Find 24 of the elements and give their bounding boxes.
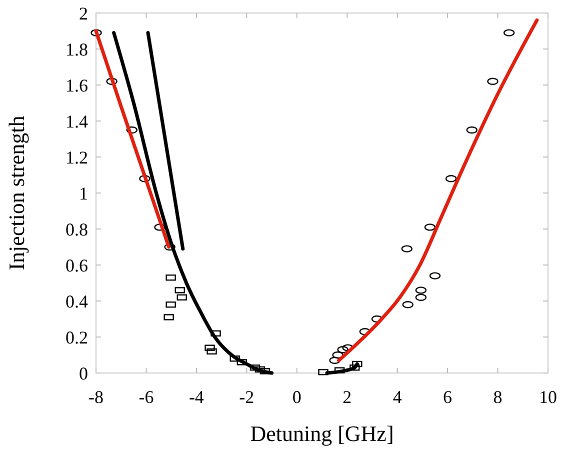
y-tick-label: 0.6 [66, 255, 88, 276]
y-tick-label: 1.4 [66, 111, 88, 132]
x-tick-label: 10 [539, 387, 557, 407]
x-tick-label: -4 [188, 387, 204, 407]
y-tick-label: 1.8 [66, 39, 88, 60]
y-tick-label: 1.6 [66, 75, 88, 96]
y-axis-title: Injection strength [4, 116, 29, 270]
x-tick-label: -8 [88, 387, 104, 407]
x-tick-label: 4 [392, 387, 402, 407]
x-tick-label: 6 [443, 387, 452, 407]
x-axis-title: Detuning [GHz] [250, 421, 394, 446]
y-tick-label: 0.4 [66, 291, 88, 312]
x-tick-label: -6 [138, 387, 154, 407]
y-tick-label: 1 [79, 183, 88, 204]
y-tick-label: 2 [79, 3, 88, 24]
y-tick-label: 0.8 [66, 219, 88, 240]
line-series [112, 31, 274, 375]
x-tick-label: 8 [493, 387, 502, 407]
y-tick-label: 0.2 [66, 327, 88, 348]
x-tick-label: 2 [342, 387, 352, 407]
y-tick-label: 1.2 [66, 147, 88, 168]
x-tick-label: 0 [292, 387, 302, 407]
y-tick-label: 0 [79, 363, 88, 384]
x-tick-label: -2 [239, 387, 254, 407]
